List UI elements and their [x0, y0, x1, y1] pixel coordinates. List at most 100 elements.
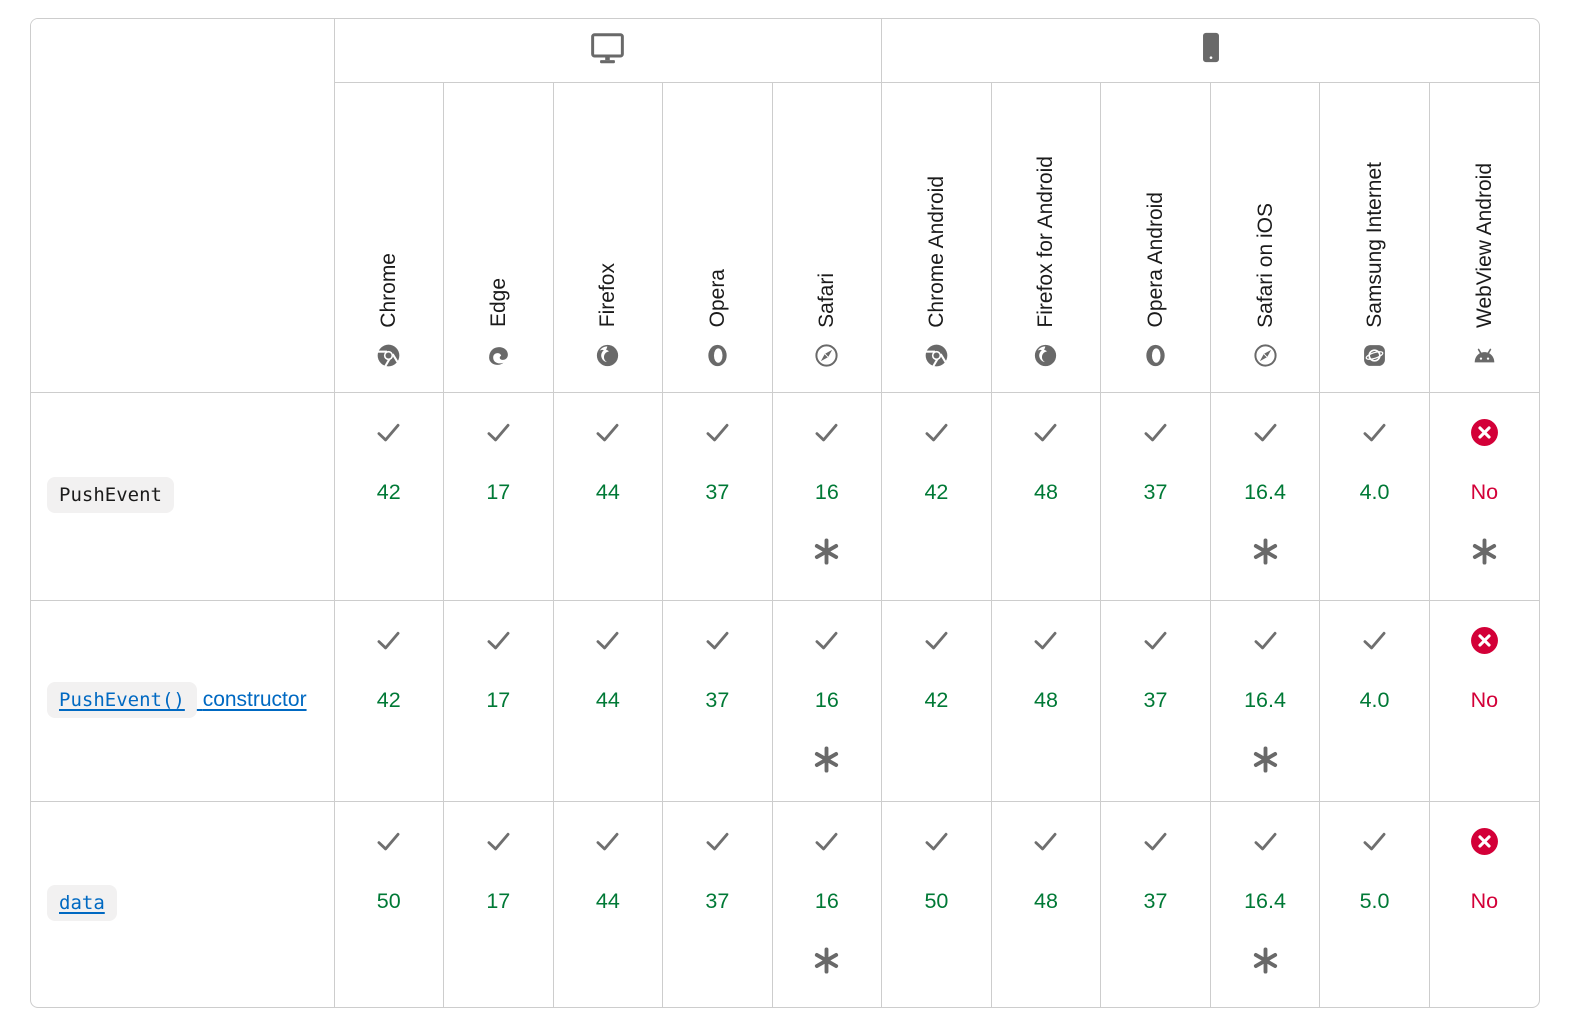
support-status: [594, 627, 621, 655]
support-cell[interactable]: 16: [772, 801, 883, 1007]
support-status: [375, 828, 402, 856]
support-status: [923, 419, 950, 447]
support-status: [1470, 828, 1499, 856]
support-cell[interactable]: No: [1429, 801, 1539, 1007]
support-cell[interactable]: 16.4: [1210, 801, 1321, 1007]
support-cell[interactable]: 42: [334, 600, 445, 802]
feature-link[interactable]: PushEvent() constructor: [47, 681, 307, 718]
version-label: 37: [1143, 479, 1168, 504]
footnote-asterisk-icon: [1470, 537, 1499, 566]
support-cell[interactable]: 16.4: [1210, 600, 1321, 802]
support-status: [813, 627, 840, 655]
browser-label: WebView Android: [1472, 162, 1496, 328]
support-cell[interactable]: 42: [334, 392, 445, 601]
browser-header-safari-ios: Safari on iOS: [1210, 82, 1321, 393]
browser-label: Chrome: [377, 252, 401, 328]
support-cell[interactable]: 37: [662, 392, 773, 601]
support-cell[interactable]: 50: [334, 801, 445, 1007]
support-cell[interactable]: 50: [881, 801, 992, 1007]
feature-code: PushEvent(): [47, 681, 197, 718]
version-label: 4.0: [1359, 479, 1390, 504]
version-label: 48: [1033, 888, 1058, 913]
bcd-table: Chrome Edge Firefox Opera Safari Chrome …: [31, 19, 1539, 1007]
support-cell[interactable]: 44: [553, 600, 664, 802]
check-icon: [594, 627, 621, 654]
version-label: 17: [486, 687, 511, 712]
support-status: [1142, 828, 1169, 856]
support-status: [1032, 419, 1059, 447]
support-cell[interactable]: 16: [772, 600, 883, 802]
check-icon: [1252, 419, 1279, 446]
browser-label: Edge: [486, 278, 510, 328]
version-label: 16: [814, 479, 839, 504]
support-cell[interactable]: 17: [443, 392, 554, 601]
check-icon: [1032, 419, 1059, 446]
android-icon: [1472, 343, 1497, 368]
version-label: 48: [1033, 687, 1058, 712]
check-icon: [1142, 828, 1169, 855]
version-label: 50: [924, 888, 949, 913]
check-icon: [704, 419, 731, 446]
version-label: 42: [924, 687, 949, 712]
support-cell[interactable]: 37: [662, 801, 773, 1007]
support-cell[interactable]: 48: [991, 600, 1102, 802]
feature-code: data: [47, 885, 117, 922]
chrome-icon: [924, 343, 949, 368]
support-cell[interactable]: 17: [443, 600, 554, 802]
support-cell[interactable]: 16.4: [1210, 392, 1321, 601]
support-cell[interactable]: 5.0: [1319, 801, 1430, 1007]
feature-cell-pushevent-constructor: PushEvent() constructor: [31, 600, 335, 802]
check-icon: [923, 828, 950, 855]
check-icon: [704, 627, 731, 654]
safari-icon: [814, 343, 839, 368]
browser-label: Chrome Android: [924, 175, 948, 328]
support-status: [375, 419, 402, 447]
support-status: [1032, 828, 1059, 856]
support-status: [1142, 419, 1169, 447]
support-cell[interactable]: 37: [1100, 600, 1211, 802]
version-label: 42: [376, 479, 401, 504]
support-status: [594, 419, 621, 447]
check-icon: [485, 627, 512, 654]
support-cell[interactable]: No: [1429, 392, 1539, 601]
edge-icon: [486, 343, 511, 368]
safari-icon: [1253, 343, 1278, 368]
version-label: 44: [595, 479, 620, 504]
support-cell[interactable]: 42: [881, 392, 992, 601]
version-label: 44: [595, 687, 620, 712]
support-status: [923, 828, 950, 856]
support-cell[interactable]: 48: [991, 801, 1102, 1007]
support-cell[interactable]: 44: [553, 392, 664, 601]
check-icon: [1361, 419, 1388, 446]
browser-label: Safari on iOS: [1253, 202, 1277, 328]
support-status: [1470, 419, 1499, 447]
browser-label: Samsung Internet: [1363, 161, 1387, 328]
support-status: [485, 828, 512, 856]
browser-label: Safari: [815, 272, 839, 328]
support-cell[interactable]: 17: [443, 801, 554, 1007]
support-cell[interactable]: 44: [553, 801, 664, 1007]
browser-label: Firefox: [596, 263, 620, 328]
support-cell[interactable]: 37: [1100, 801, 1211, 1007]
support-status: [704, 828, 731, 856]
version-label: 42: [376, 687, 401, 712]
opera-icon: [1143, 343, 1168, 368]
feature-suffix: constructor: [202, 687, 307, 711]
check-icon: [813, 828, 840, 855]
support-cell[interactable]: 37: [1100, 392, 1211, 601]
browser-header-safari: Safari: [772, 82, 883, 393]
support-cell[interactable]: 37: [662, 600, 773, 802]
support-status: [923, 627, 950, 655]
support-cell[interactable]: 16: [772, 392, 883, 601]
support-status: [1032, 627, 1059, 655]
mobile-group-header: [881, 19, 1539, 83]
check-icon: [375, 828, 402, 855]
support-cell[interactable]: 4.0: [1319, 392, 1430, 601]
support-cell[interactable]: 48: [991, 392, 1102, 601]
support-cell[interactable]: No: [1429, 600, 1539, 802]
version-label: 16: [814, 687, 839, 712]
support-cell[interactable]: 4.0: [1319, 600, 1430, 802]
cross-icon: [1470, 418, 1499, 447]
feature-link[interactable]: data: [47, 885, 117, 922]
support-cell[interactable]: 42: [881, 600, 992, 802]
